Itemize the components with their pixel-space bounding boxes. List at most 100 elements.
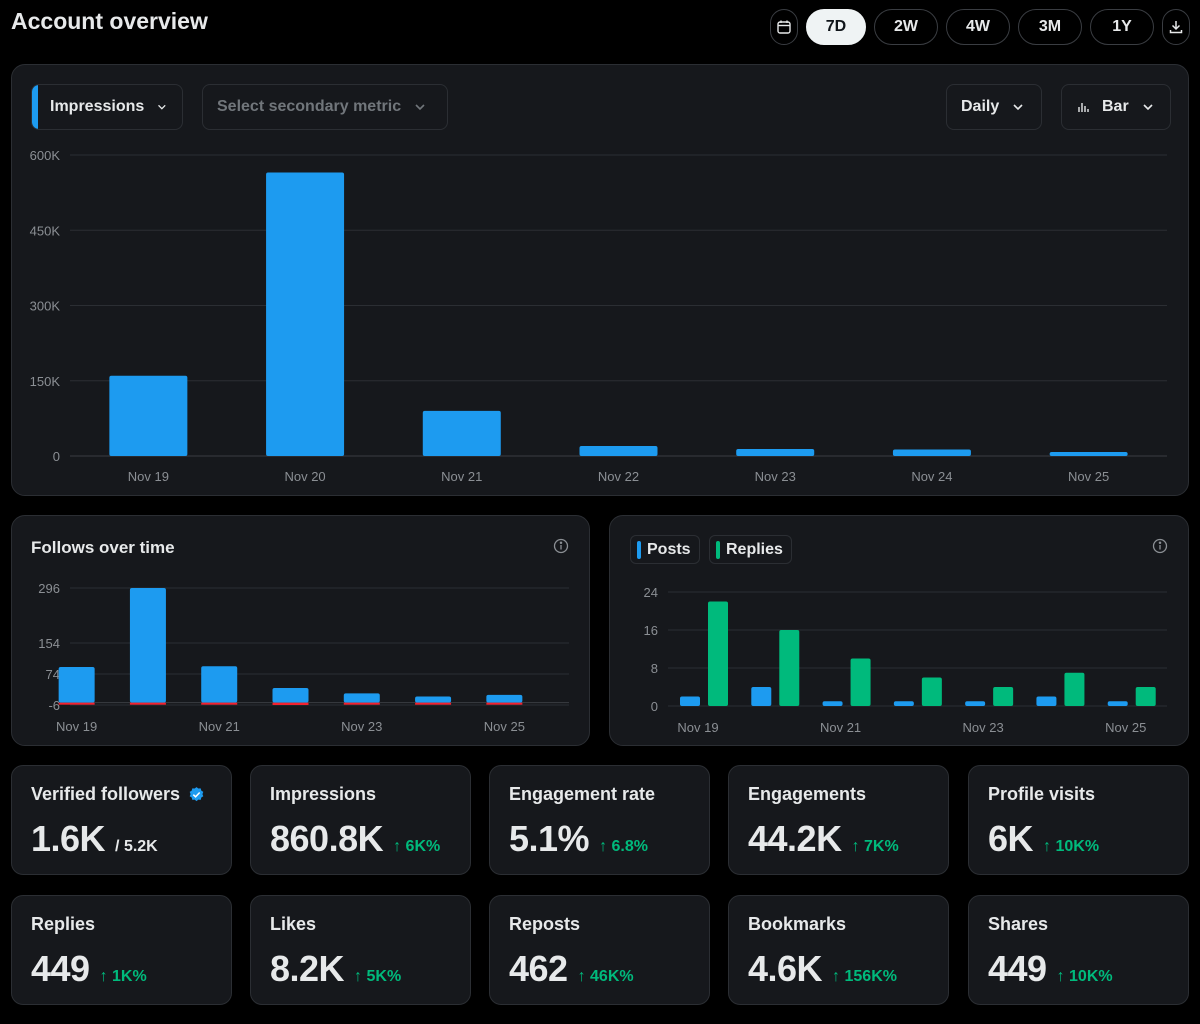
stat-delta: ↑ 6K% xyxy=(393,838,441,855)
range-3m-button[interactable]: 3M xyxy=(1018,9,1082,45)
interval-dropdown[interactable]: Daily xyxy=(946,84,1042,130)
follows-chart-title: Follows over time xyxy=(31,538,175,557)
range-4w-button[interactable]: 4W xyxy=(946,9,1010,45)
y-tick-label: 0 xyxy=(651,699,658,714)
posts-bar xyxy=(893,701,914,706)
bar xyxy=(422,410,501,456)
legend-posts[interactable]: Posts xyxy=(630,535,700,564)
x-tick-label: Nov 21 xyxy=(820,720,861,735)
stat-card-engagement-rate[interactable]: Engagement rate 5.1% ↑ 6.8% xyxy=(489,765,710,875)
replies-color-swatch xyxy=(716,540,720,559)
stat-value: 449 xyxy=(988,948,1047,989)
bar xyxy=(415,696,452,703)
replies-bar xyxy=(1064,672,1085,706)
stat-value: 462 xyxy=(509,948,568,989)
stat-value: 449 xyxy=(31,948,90,989)
stat-delta: ↑ 156K% xyxy=(832,968,897,985)
stat-card-profile-visits[interactable]: Profile visits 6K ↑ 10K% xyxy=(968,765,1189,875)
y-tick-label: 150K xyxy=(30,374,61,389)
x-tick-label: Nov 22 xyxy=(598,469,639,484)
bar xyxy=(58,667,95,703)
interval-label: Daily xyxy=(961,98,1000,115)
x-tick-label: Nov 25 xyxy=(1105,720,1146,735)
calendar-button[interactable] xyxy=(770,9,798,45)
date-range-selector: 7D 2W 4W 3M 1Y xyxy=(770,9,1192,45)
posts-bar xyxy=(1036,696,1057,706)
x-tick-label: Nov 24 xyxy=(911,469,952,484)
stat-card-bookmarks[interactable]: Bookmarks 4.6K ↑ 156K% xyxy=(728,895,949,1005)
stat-label: Shares xyxy=(988,914,1049,934)
y-tick-label: 24 xyxy=(644,585,658,600)
x-tick-label: Nov 21 xyxy=(441,469,482,484)
stat-card-shares[interactable]: Shares 449 ↑ 10K% xyxy=(968,895,1189,1005)
stat-label: Impressions xyxy=(270,784,377,804)
stat-card-replies[interactable]: Replies 449 ↑ 1K% xyxy=(11,895,232,1005)
follows-chart-card: Follows over time -6 74 154 296 Nov 19 Nov 21… xyxy=(11,515,590,746)
range-1y-button[interactable]: 1Y xyxy=(1090,9,1154,45)
bar xyxy=(129,588,166,703)
y-tick-label: 8 xyxy=(651,661,658,676)
stat-label-text: Verified followers xyxy=(31,784,181,804)
stat-card-engagements[interactable]: Engagements 44.2K ↑ 7K% xyxy=(728,765,949,875)
chevron-down-icon xyxy=(1013,104,1023,111)
follows-bar-chart: -6 74 154 296 Nov 19 Nov 21 Nov 23 Nov 25 xyxy=(38,581,569,734)
x-tick-label: Nov 25 xyxy=(484,719,525,734)
legend-replies[interactable]: Replies xyxy=(709,535,792,564)
info-icon[interactable] xyxy=(1152,538,1168,554)
negative-bar xyxy=(415,702,452,705)
stat-card-impressions[interactable]: Impressions 860.8K ↑ 6K% xyxy=(250,765,471,875)
range-2w-button[interactable]: 2W xyxy=(874,9,938,45)
stat-total: / 5.2K xyxy=(115,838,158,855)
stat-delta: ↑ 10K% xyxy=(1043,838,1100,855)
range-7d-button[interactable]: 7D xyxy=(806,9,866,45)
secondary-metric-dropdown[interactable]: Select secondary metric xyxy=(202,84,448,130)
download-button[interactable] xyxy=(1162,9,1190,45)
x-tick-label: Nov 23 xyxy=(963,720,1004,735)
metric-color-indicator xyxy=(32,85,38,129)
y-tick-label: 0 xyxy=(53,449,60,464)
primary-metric-label: Impressions xyxy=(50,98,145,115)
bar xyxy=(892,449,971,456)
negative-bar xyxy=(129,702,166,705)
y-tick-label: 600K xyxy=(30,148,61,163)
replies-bar xyxy=(708,601,728,706)
stat-delta: ↑ 6.8% xyxy=(599,838,648,855)
stat-value: 860.8K xyxy=(270,818,384,859)
bar-chart-icon xyxy=(1078,103,1089,112)
bar xyxy=(109,375,188,456)
replies-bar xyxy=(850,658,871,706)
bar xyxy=(1049,451,1128,456)
x-tick-label: Nov 25 xyxy=(1068,469,1109,484)
stat-value: 44.2K xyxy=(748,818,842,859)
x-tick-label: Nov 21 xyxy=(199,719,240,734)
stat-delta: ↑ 7K% xyxy=(851,838,899,855)
bar xyxy=(579,445,658,456)
replies-bar xyxy=(1135,687,1156,706)
y-tick-label: 450K xyxy=(30,223,61,238)
x-tick-label: Nov 19 xyxy=(677,720,718,735)
x-tick-label: Nov 20 xyxy=(284,469,325,484)
bar xyxy=(272,687,309,703)
chevron-down-icon xyxy=(415,104,425,111)
primary-metric-dropdown[interactable]: Impressions xyxy=(31,84,183,130)
y-tick-label: 16 xyxy=(644,623,658,638)
info-icon[interactable] xyxy=(553,538,569,554)
stat-card-reposts[interactable]: Reposts 462 ↑ 46K% xyxy=(489,895,710,1005)
y-tick-label: 300K xyxy=(30,299,61,314)
replies-bar xyxy=(993,687,1014,706)
posts-bar xyxy=(680,696,700,706)
posts-bar xyxy=(1107,701,1128,706)
chevron-down-icon xyxy=(158,104,166,110)
chevron-down-icon xyxy=(1143,104,1153,111)
negative-bar xyxy=(201,702,238,705)
stat-card-likes[interactable]: Likes 8.2K ↑ 5K% xyxy=(250,895,471,1005)
chart-type-dropdown[interactable]: Bar xyxy=(1061,84,1171,130)
stat-label: Likes xyxy=(270,914,317,934)
bar xyxy=(266,172,345,456)
bar xyxy=(736,448,815,456)
posts-bar xyxy=(751,687,772,706)
stat-label: Verified followers xyxy=(31,784,205,805)
stat-label: Bookmarks xyxy=(748,914,847,934)
stat-card-verified-followers[interactable]: Verified followers 1.6K / 5.2K xyxy=(11,765,232,875)
verified-badge-icon xyxy=(189,787,204,802)
